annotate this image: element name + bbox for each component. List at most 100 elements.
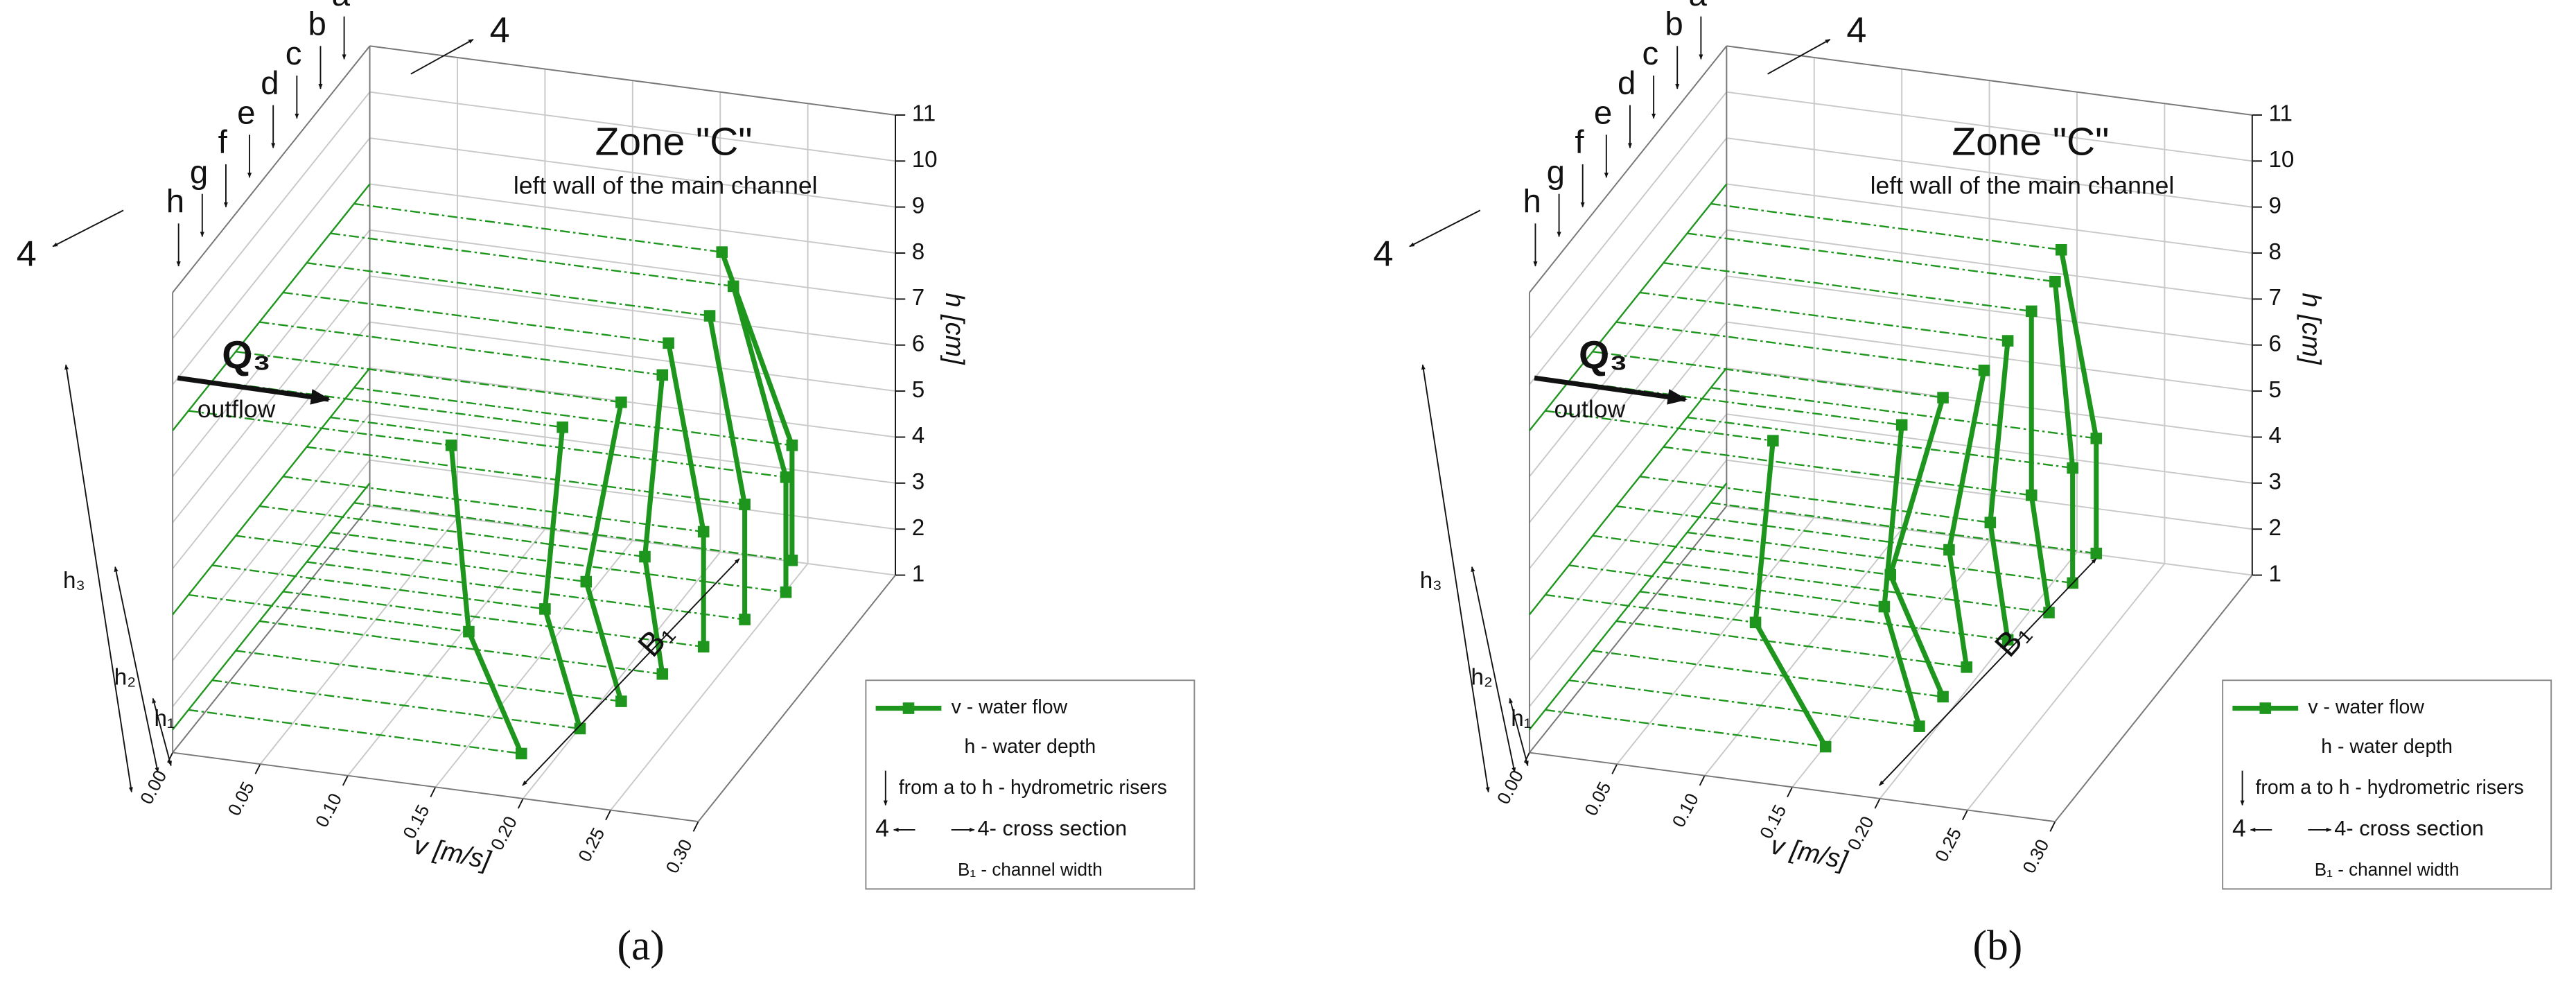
grid-line [1967,563,2166,811]
riser-label: g [190,154,208,191]
riser-label: b [1665,6,1683,42]
y-tick-label: 3 [2269,469,2281,495]
chart-title: Zone "C" [1952,121,2109,164]
legend-text: h - water depth [965,736,1096,758]
y-tick-label: 9 [2269,193,2281,218]
section-arrow [52,209,124,248]
legend-text: 4- cross section [978,816,1128,840]
x-axis-title: v [m/s] [1768,831,1850,876]
guide-line [188,410,452,446]
grid-line [172,413,371,661]
profile-point [2001,335,2014,347]
guide-line [1687,416,2073,469]
width-arrow [522,558,740,786]
legend-text: B₁ - channel width [2315,859,2460,880]
wall-level-line [172,483,371,731]
grid-line [172,92,371,339]
riser-label: e [237,94,255,131]
y-tick-label: 10 [2269,147,2295,173]
y-tick-label: 4 [2269,423,2281,449]
profile-point [2025,305,2038,318]
grid-line [172,137,371,385]
wall-level-line [1528,183,1728,431]
profile-line [730,285,789,593]
dimension-label: h₁ [154,706,175,731]
profile-point [1984,516,1997,529]
guide-line [1615,620,1967,668]
panel-label: (b) [1972,922,2022,969]
dimension-arrow [114,566,159,773]
dimension-arrow [1471,566,1516,773]
guide-line [259,620,663,675]
guide-line [1640,476,1990,523]
profile-point [539,603,551,615]
axis-line [1726,45,2252,116]
profile-point [1978,364,1990,376]
riser-label: b [308,6,326,42]
section-arrow [1409,209,1481,248]
tick-mark [692,821,699,832]
guide-line [1710,202,2062,251]
profile-point [1937,691,1949,703]
width-arrow [1879,558,2097,786]
guide-line [236,351,622,403]
chart-title: Zone "C" [595,121,753,164]
profile-point [1749,616,1762,629]
tick-mark [1874,798,1881,809]
profile-line [1753,440,1828,748]
legend-text: 4- cross section [2334,816,2484,840]
flow-arrow [1534,375,1688,405]
profile-point [716,246,728,258]
guide-line [1545,410,1773,442]
profile-point [1961,661,1972,673]
riser-label: f [218,124,228,161]
grid-line [1529,413,1728,661]
legend-text: v - water flow [952,696,1068,718]
legend-text: from a to h - hydrometric risers [899,776,1167,799]
flow-label: Q₃ [1579,334,1628,378]
x-tick-label: 0.10 [311,790,346,831]
profile-point [639,550,651,563]
profile-point [2090,433,2103,444]
grid-line [1529,460,1728,707]
guide-line [353,502,793,562]
grid-line [610,563,809,811]
profile-point [786,440,798,451]
tick-mark [1699,775,1706,786]
profile-point [780,586,792,598]
guide-line [330,531,787,593]
profile-point [2055,243,2067,256]
guide-line [330,416,787,478]
y-tick-label: 11 [2269,101,2293,127]
tick-mark [605,810,612,821]
axis-line [172,45,371,293]
profile-point [615,695,627,707]
y-tick-label: 11 [912,101,936,127]
grid-line [172,275,371,523]
grid-line [1616,517,1815,765]
profile-point [1884,568,1897,581]
legend-marker [2259,702,2272,714]
y-axis-title: h [cm] [940,293,969,365]
axis-line [1529,505,1728,754]
grid-line [1529,321,1728,569]
y-tick-label: 4 [912,423,925,449]
grid-line [172,460,371,707]
profile-point [697,641,710,653]
riser-label: g [1547,154,1565,191]
legend-text: 4 [875,814,889,842]
riser-label: e [1594,94,1612,131]
profile-point [2090,547,2103,559]
guide-line [259,321,663,376]
riser-label: d [261,65,279,102]
y-tick-label: 7 [2269,285,2281,311]
x-tick-label: 0.00 [136,767,170,808]
guide-line [306,561,745,620]
dimension-arrow [1509,697,1529,767]
y-tick-label: 2 [2269,515,2281,541]
legend-text: v - water flow [2308,696,2424,718]
grid-line [1529,275,1728,523]
chart-subtitle: left wall of the main channel [514,172,818,200]
wall-level-line [172,183,371,431]
